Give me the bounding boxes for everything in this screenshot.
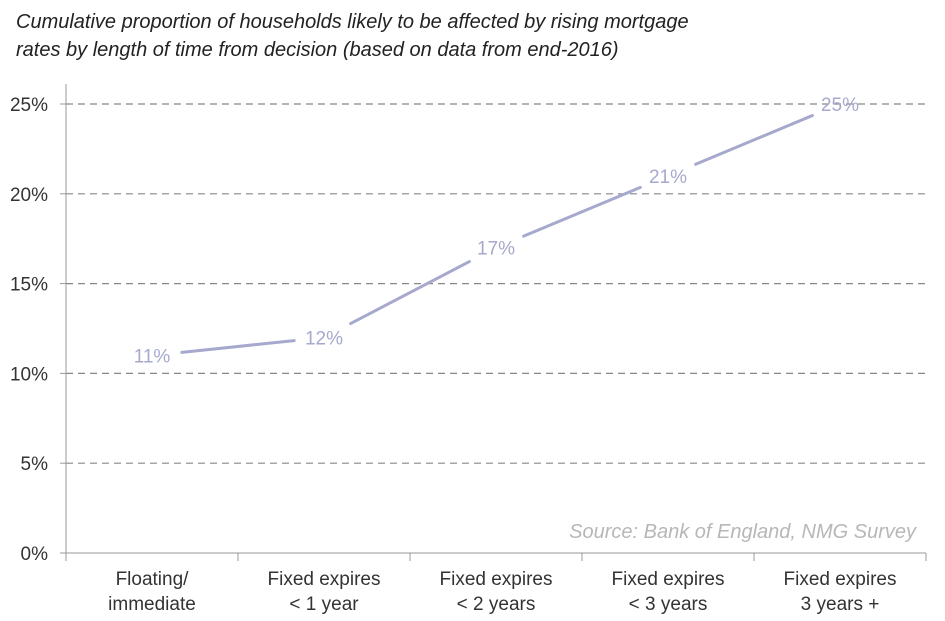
chart-title-line-2: rates by length of time from decision (b…	[16, 39, 619, 61]
data-label: 21%	[649, 167, 687, 188]
y-axis-tick-labels: 0% 5% 10% 15% 20% 25%	[10, 95, 48, 565]
x-tick-label: Fixed expires < 3 years	[612, 569, 725, 615]
chart-title-line-1: Cumulative proportion of households like…	[16, 11, 689, 33]
axes	[60, 84, 927, 561]
x-tick-label: Floating/immediate	[108, 569, 196, 615]
y-tick-label: 20%	[10, 185, 48, 206]
series-line-segment	[180, 339, 296, 354]
data-label: 12%	[305, 328, 343, 349]
data-label: 25%	[821, 95, 859, 116]
y-tick-label: 10%	[10, 364, 48, 385]
y-tick-label: 15%	[10, 275, 48, 296]
series-line-group	[180, 114, 814, 354]
data-labels: 11% 12% 17% 21% 25%	[134, 95, 859, 367]
x-tick-label: Fixed expires < 1 year	[268, 569, 381, 615]
x-axis-tick-labels: Floating/immediate Fixed expires < 1 year F…	[108, 569, 896, 615]
y-tick-label: 0%	[21, 544, 49, 565]
chart-title: Cumulative proportion of households like…	[16, 8, 916, 64]
x-tick-label: Fixed expires 3 years +	[784, 569, 897, 615]
gridlines	[66, 103, 926, 464]
series-line-segment	[349, 260, 471, 326]
series-line-segment	[522, 185, 642, 238]
source-note: Source: Bank of England, NMG Survey	[569, 521, 917, 543]
series-line-segment	[694, 114, 814, 166]
data-label: 17%	[477, 239, 515, 260]
data-label: 11%	[134, 346, 171, 367]
y-tick-label: 5%	[21, 454, 49, 475]
x-tick-label: Fixed expires < 2 years	[440, 569, 553, 615]
y-tick-label: 25%	[10, 95, 48, 116]
